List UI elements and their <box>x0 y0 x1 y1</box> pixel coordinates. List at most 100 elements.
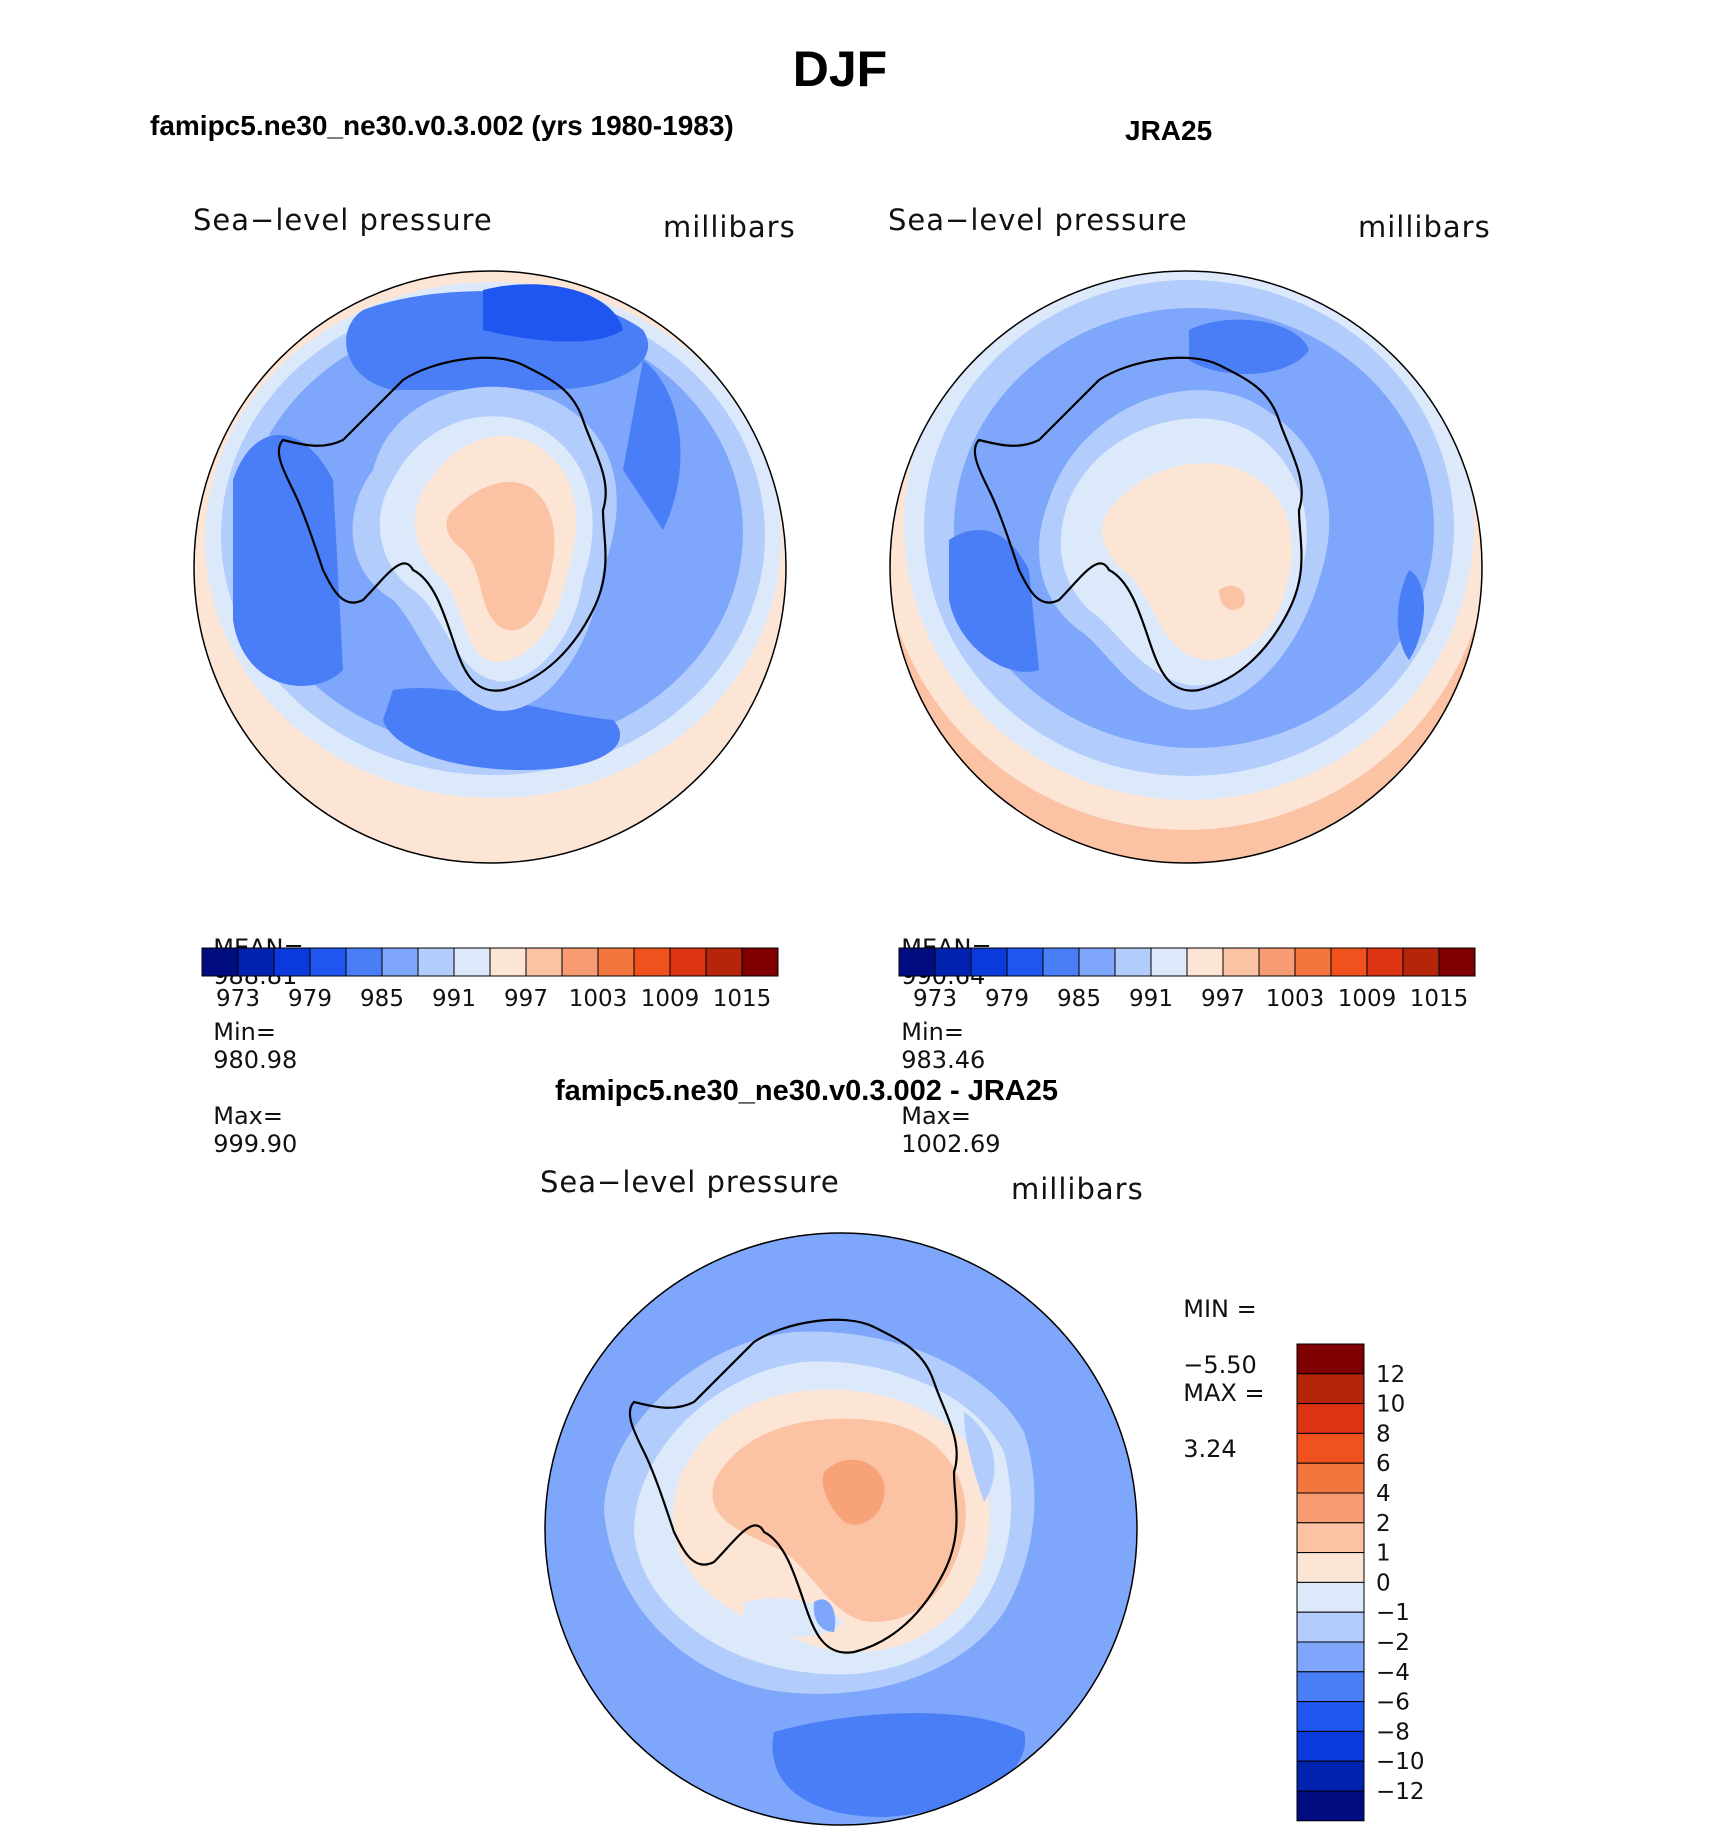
colorbar-tick-label: 1015 <box>1410 986 1469 1012</box>
colorbar-swatch <box>1296 1343 1365 1375</box>
model-max-value: 999.90 <box>213 1130 298 1158</box>
colorbar-swatch <box>633 947 671 977</box>
colorbar-swatch <box>1296 1671 1365 1703</box>
colorbar-swatch <box>237 947 275 977</box>
colorbar-swatch <box>934 947 972 977</box>
colorbar-tick-label: 979 <box>288 986 332 1012</box>
obs-min-value: 983.46 <box>901 1046 986 1074</box>
colorbar-tick-label: −4 <box>1376 1660 1410 1686</box>
coastline <box>277 356 607 692</box>
colorbar-tick-label: 10 <box>1376 1392 1405 1418</box>
model-polar-map <box>193 270 787 864</box>
coastline <box>973 356 1303 692</box>
colorbar-swatch <box>1296 1522 1365 1554</box>
colorbar-swatch <box>1296 1760 1365 1792</box>
colorbar-swatch <box>1258 947 1296 977</box>
diff-max-label: MAX = <box>1183 1379 1265 1407</box>
colorbar-swatch <box>1296 1790 1365 1822</box>
colorbar-tick-label: 991 <box>1129 986 1173 1012</box>
colorbar-swatch <box>561 947 599 977</box>
colorbar-swatch <box>273 947 311 977</box>
colorbar-swatch <box>1296 1611 1365 1643</box>
continent-band <box>1101 463 1293 660</box>
colorbar-swatch <box>345 947 383 977</box>
model-panel-heading: famipc5.ne30_ne30.v0.3.002 (yrs 1980-198… <box>150 110 734 141</box>
colorbar-swatch <box>597 947 635 977</box>
model-stats: MEAN= 988.81 Min= 980.98 Max= 999.90 <box>198 906 303 1158</box>
contour-band <box>822 1459 885 1525</box>
diff-stats: MIN = −5.50 MAX = 3.24 <box>1168 1267 1265 1463</box>
colorbar-tick-label: 1009 <box>641 986 700 1012</box>
colorbar-tick-label: 6 <box>1376 1451 1391 1477</box>
colorbar-tick-label: 12 <box>1376 1362 1405 1388</box>
low-pressure-region <box>813 1599 836 1632</box>
colorbar-tick-label: −12 <box>1376 1779 1425 1805</box>
colorbar-tick-label: 985 <box>360 986 404 1012</box>
colorbar-tick-label: 997 <box>504 986 548 1012</box>
diff-panel-heading: famipc5.ne30_ne30.v0.3.002 - JRA25 <box>555 1075 1058 1107</box>
obs-stats: MEAN= 990.64 Min= 983.46 Max= 1002.69 <box>886 906 1001 1158</box>
obs-max-value: 1002.69 <box>901 1130 1001 1158</box>
colorbar-swatch <box>525 947 563 977</box>
colorbar-swatch <box>1294 947 1332 977</box>
obs-max-label: Max= <box>901 1102 971 1130</box>
colorbar-swatch <box>381 947 419 977</box>
colorbar-swatch <box>1186 947 1224 977</box>
colorbar-tick-label: −10 <box>1376 1749 1425 1775</box>
colorbar-swatch <box>1366 947 1404 977</box>
colorbar-tick-label: 1 <box>1376 1541 1391 1567</box>
obs-panel-heading: JRA25 <box>1125 115 1213 146</box>
colorbar-swatch <box>970 947 1008 977</box>
colorbar-tick-label: −8 <box>1376 1719 1410 1745</box>
colorbar-tick-label: −2 <box>1376 1630 1410 1656</box>
low-pressure-region <box>623 360 681 530</box>
colorbar-swatch <box>201 947 239 977</box>
colorbar-swatch <box>1042 947 1080 977</box>
colorbar-tick-label: 979 <box>985 986 1029 1012</box>
colorbar-swatch <box>1006 947 1044 977</box>
diff-variable-label: Sea−level pressure <box>540 1165 840 1199</box>
model-colorbar: 973 979 985 991 997 1003 1009 1015 <box>201 947 779 1012</box>
colorbar-tick-label: 1009 <box>1338 986 1397 1012</box>
diff-max-value: 3.24 <box>1183 1435 1237 1463</box>
colorbar-swatch <box>1296 1432 1365 1464</box>
contour-band <box>712 1418 966 1622</box>
colorbar-swatch <box>1150 947 1188 977</box>
colorbar-swatch <box>1222 947 1260 977</box>
colorbar-swatch <box>898 947 936 977</box>
colorbar-swatch <box>1296 1373 1365 1405</box>
colorbar-tick-label: 1003 <box>569 986 628 1012</box>
colorbar-swatch <box>1296 1403 1365 1434</box>
colorbar-swatch <box>1402 947 1440 977</box>
colorbar-swatch <box>1296 1701 1365 1732</box>
colorbar-swatch <box>1330 947 1368 977</box>
model-variable-label: Sea−level pressure <box>193 203 493 237</box>
model-min-label: Min= <box>213 1018 276 1046</box>
obs-min-label: Min= <box>901 1018 964 1046</box>
low-pressure-region <box>483 284 623 342</box>
continent-band <box>1219 585 1245 610</box>
low-pressure-region <box>772 1713 1026 1817</box>
colorbar-swatch <box>417 947 455 977</box>
page-title: DJF <box>792 41 888 97</box>
low-pressure-region <box>1397 570 1424 660</box>
continent-band <box>446 481 555 631</box>
diff-min-label: MIN = <box>1183 1295 1257 1323</box>
colorbar-swatch <box>1296 1641 1365 1673</box>
diff-min-value: −5.50 <box>1183 1351 1257 1379</box>
colorbar-tick-label: 8 <box>1376 1421 1391 1447</box>
colorbar-swatch <box>741 947 779 977</box>
colorbar-swatch <box>309 947 347 977</box>
colorbar-tick-label: 973 <box>216 986 260 1012</box>
colorbar-tick-label: 1003 <box>1266 986 1325 1012</box>
colorbar-swatch <box>453 947 491 977</box>
colorbar-swatch <box>1296 1492 1365 1524</box>
diff-polar-map <box>544 1232 1138 1826</box>
colorbar-swatch <box>1296 1462 1365 1494</box>
obs-polar-map <box>889 270 1483 864</box>
obs-colorbar: 973 979 985 991 997 1003 1009 1015 <box>898 947 1476 1012</box>
colorbar-swatch <box>705 947 743 977</box>
colorbar-swatch <box>1078 947 1116 977</box>
colorbar-tick-label: −6 <box>1376 1690 1410 1716</box>
colorbar-tick-label: 1015 <box>713 986 772 1012</box>
